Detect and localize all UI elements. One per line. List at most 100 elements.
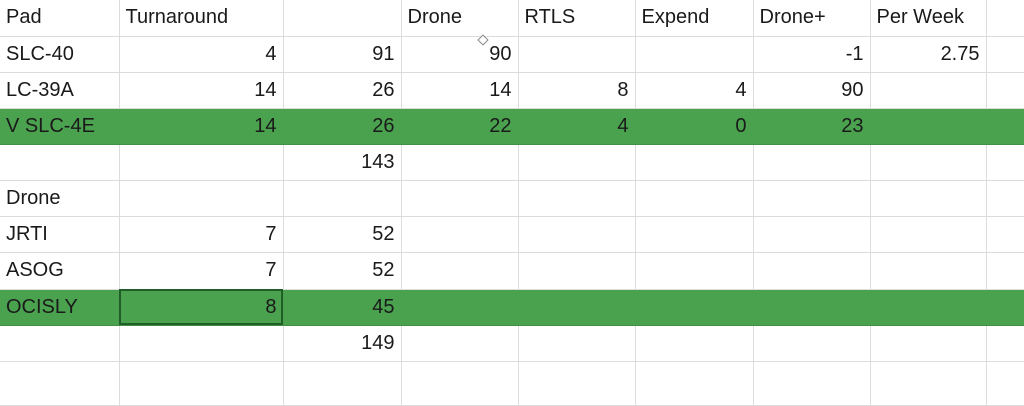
cell[interactable]: 14 [119,108,284,146]
cell[interactable] [635,325,754,362]
cell[interactable] [870,252,987,290]
cell[interactable]: 4 [119,36,284,73]
header-cell-turnaround[interactable]: Turnaround [119,0,284,37]
cell[interactable]: 52 [283,252,402,290]
cell[interactable]: 7 [119,216,284,254]
cell[interactable] [870,289,987,326]
cell[interactable] [518,180,636,218]
cell[interactable]: 26 [283,108,402,146]
cell[interactable]: 2.75 [870,36,987,73]
cell[interactable] [986,180,1024,218]
cell[interactable]: 4 [635,72,754,109]
cell[interactable] [0,325,120,362]
cell[interactable] [401,216,519,254]
table-row: 149 [0,325,1024,362]
cell[interactable] [635,144,754,182]
cell[interactable] [986,289,1024,326]
cell[interactable] [870,361,987,406]
header-cell-per-week[interactable]: Per Week [870,0,987,37]
header-cell-expend[interactable]: Expend [635,0,754,37]
cell[interactable]: SLC-40 [0,36,120,73]
header-cell-empty[interactable] [283,0,402,37]
cell[interactable] [0,144,120,182]
cell[interactable] [283,361,402,406]
cell[interactable] [753,289,871,326]
cell[interactable]: 23 [753,108,871,146]
cell[interactable] [753,361,871,406]
cell[interactable] [401,361,519,406]
cell[interactable]: OCISLY [0,289,120,326]
cell[interactable]: LC-39A [0,72,120,109]
cell[interactable]: 22 [401,108,519,146]
cell[interactable] [753,325,871,362]
cell[interactable] [518,325,636,362]
total-cell[interactable]: 143 [283,144,402,182]
cell[interactable] [753,144,871,182]
header-cell-drone-plus[interactable]: Drone+ [753,0,871,37]
cell[interactable]: 14 [401,72,519,109]
cell[interactable]: JRTI [0,216,120,254]
cell[interactable]: -1 [753,36,871,73]
cell[interactable] [986,36,1024,73]
cell[interactable] [986,325,1024,362]
cell[interactable] [401,325,519,362]
cell[interactable]: 26 [283,72,402,109]
cell[interactable]: 91 [283,36,402,73]
cell[interactable]: 14 [119,72,284,109]
cell[interactable] [635,361,754,406]
cell[interactable] [870,72,987,109]
cell[interactable] [986,144,1024,182]
cell[interactable]: 8 [518,72,636,109]
cell[interactable]: 90 [401,36,519,73]
cell[interactable] [870,144,987,182]
header-cell-drone[interactable]: Drone [401,0,519,37]
cell[interactable] [753,252,871,290]
selected-cell[interactable]: 8 [119,289,284,326]
cell[interactable] [870,180,987,218]
cell[interactable] [986,216,1024,254]
cell[interactable]: 0 [635,108,754,146]
cell[interactable] [635,36,754,73]
cell[interactable] [518,144,636,182]
cell[interactable] [986,252,1024,290]
cell[interactable] [986,72,1024,109]
cell[interactable] [119,180,284,218]
cell[interactable] [518,36,636,73]
cell[interactable] [635,216,754,254]
cell[interactable] [635,289,754,326]
cell[interactable]: 7 [119,252,284,290]
cell[interactable] [753,180,871,218]
header-cell-extra[interactable] [986,0,1024,37]
cell[interactable] [518,252,636,290]
section-label-cell[interactable]: Drone [0,180,120,218]
total-cell[interactable]: 149 [283,325,402,362]
cell[interactable] [518,361,636,406]
cell[interactable] [119,144,284,182]
cell[interactable] [635,252,754,290]
cell[interactable]: 90 [753,72,871,109]
cell[interactable]: 45 [283,289,402,326]
header-cell-rtls[interactable]: RTLS [518,0,636,37]
cell[interactable] [986,108,1024,146]
cell[interactable] [401,180,519,218]
header-cell-pad[interactable]: Pad [0,0,120,37]
cell[interactable] [119,325,284,362]
cell[interactable]: V SLC-4E [0,108,120,146]
cell[interactable] [401,144,519,182]
cell[interactable] [870,108,987,146]
cell[interactable]: 4 [518,108,636,146]
cell[interactable] [635,180,754,218]
cell[interactable] [518,216,636,254]
cell[interactable] [401,289,519,326]
cell[interactable] [518,289,636,326]
cell[interactable] [0,361,120,406]
cell[interactable] [753,216,871,254]
cell[interactable] [401,252,519,290]
cell[interactable]: ASOG [0,252,120,290]
cell[interactable] [870,325,987,362]
cell[interactable] [119,361,284,406]
cell[interactable] [870,216,987,254]
cell[interactable] [283,180,402,218]
cell[interactable]: 52 [283,216,402,254]
cell[interactable] [986,361,1024,406]
